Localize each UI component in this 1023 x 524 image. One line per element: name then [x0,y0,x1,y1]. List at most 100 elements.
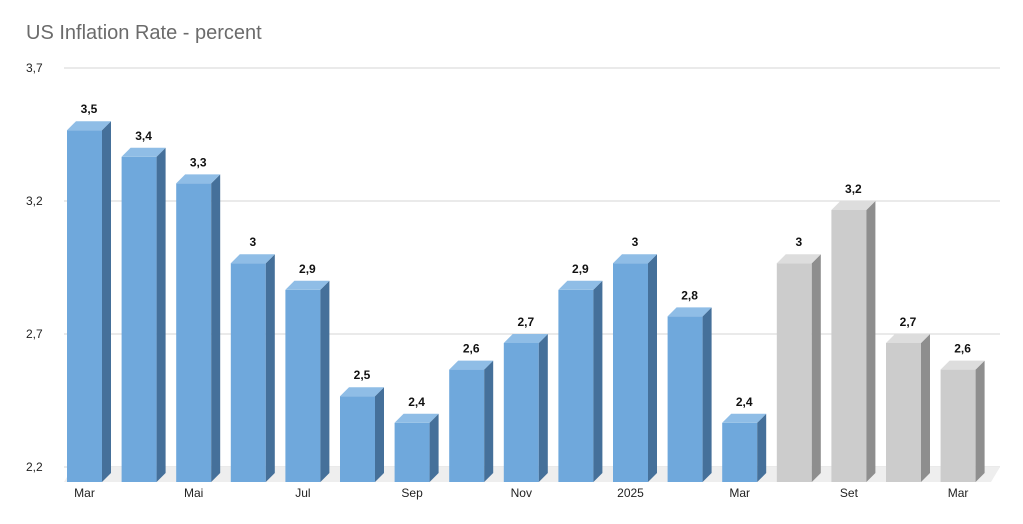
bar-side [320,280,330,482]
x-tick-label: Set [840,486,859,500]
bar-side [265,254,275,482]
bar-front [67,130,102,482]
bar-side [648,254,657,482]
data-label: 3,3 [190,155,207,169]
data-label: 2,5 [354,368,371,382]
bar-top [121,147,166,157]
data-label: 2,8 [681,288,698,302]
bar-top [776,254,821,264]
x-tick-label: Mar [74,486,95,500]
bar-top [340,387,384,397]
bar-side [156,147,166,483]
bar [831,201,876,482]
bar [886,334,930,482]
bar-side [866,201,876,482]
bar-top [940,360,985,370]
bar [121,147,166,483]
bar-front [449,369,485,482]
bar-top [722,413,767,423]
data-label: 3,2 [845,182,862,196]
bar-side [757,413,767,482]
bar [667,307,712,482]
y-tick-label: 3,2 [26,194,43,208]
bar-top [667,307,712,317]
data-label: 2,9 [572,262,589,276]
bar-front [285,289,321,482]
bar-side [429,413,439,482]
bar-front [340,396,375,482]
bar-side [593,280,603,482]
y-tick-label: 2,7 [26,327,43,341]
bar-top [831,201,876,210]
bar [558,280,603,482]
bar-top [613,254,657,264]
bar [340,387,384,482]
bar [176,174,221,482]
data-label: 2,7 [900,315,917,329]
y-tick-label: 2,2 [26,460,43,474]
bar-front [667,316,703,482]
data-label: 3 [249,235,256,249]
bar-top [886,334,930,343]
bar [722,413,767,482]
x-tick-label: Mar [729,486,750,500]
data-label: 3,5 [81,102,98,116]
x-tick-label: 2025 [617,486,644,500]
bar-side [702,307,712,482]
data-label: 2,4 [736,395,753,409]
bar-top [503,334,548,343]
bar-front [503,343,539,482]
x-tick-label: Mar [948,486,969,500]
bar-front [886,343,921,482]
bar-top [285,280,330,290]
bar [449,360,494,482]
bar-front [394,422,430,482]
data-label: 2,4 [408,395,425,409]
bar-front [776,263,812,482]
bar [394,413,439,482]
bar [776,254,821,482]
bar [940,360,985,482]
bar-side [538,334,548,482]
y-tick-label: 3,7 [26,61,43,75]
chart-title: US Inflation Rate - percent [26,22,262,44]
bar-top [449,360,494,370]
bar [230,254,275,482]
bar-front [176,183,212,482]
bar [67,121,111,482]
bar-side [375,387,384,482]
bar [285,280,330,482]
bar [503,334,548,482]
bar-top [67,121,111,131]
data-label: 2,7 [517,315,534,329]
x-tick-label: Mai [184,486,203,500]
bar-front [831,210,867,482]
bar-side [211,174,221,482]
bar-side [484,360,494,482]
bar [613,254,657,482]
bar-front [121,156,157,483]
data-label: 3 [632,235,639,249]
bar-top [558,280,603,290]
bar-top [394,413,439,423]
data-label: 3,4 [135,129,152,143]
bar-front [558,289,594,482]
bar-front [940,369,976,482]
data-label: 2,6 [463,342,480,356]
bar-front [230,263,266,482]
bar-side [921,334,930,482]
x-tick-label: Jul [295,486,310,500]
data-label: 3 [795,235,802,249]
bar-side [975,360,985,482]
bar-top [230,254,275,264]
x-tick-label: Nov [511,486,532,500]
data-label: 2,9 [299,262,316,276]
bar-side [811,254,821,482]
bar-top [176,174,221,184]
bar-front [613,263,648,482]
x-tick-label: Sep [401,486,423,500]
data-label: 2,6 [954,342,971,356]
bar-side [102,121,111,482]
